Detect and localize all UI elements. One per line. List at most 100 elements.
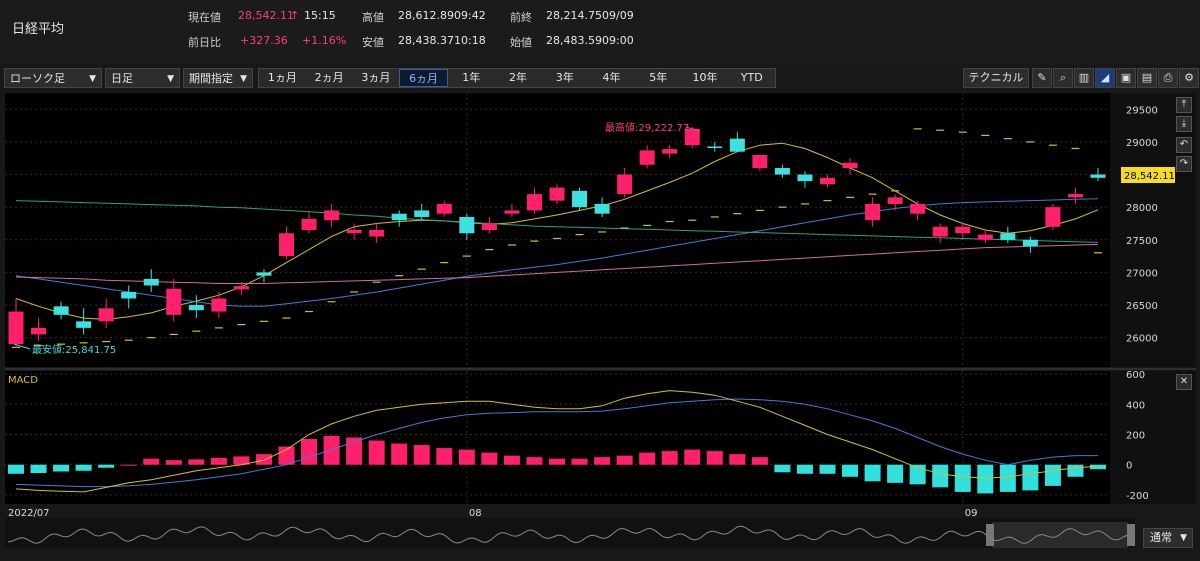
navigator-bar[interactable] bbox=[5, 518, 1135, 548]
current-price-value: 28,542.11 bbox=[238, 9, 294, 22]
candle-body bbox=[414, 210, 430, 217]
period-5y-button[interactable]: 5年 bbox=[649, 71, 668, 84]
chevron-down-icon: ▼ bbox=[89, 74, 96, 84]
period-buttons: 1ヵ月 2ヵ月 3ヵ月 6ヵ月 1年 2年 3年 4年 5年 10年 YTD bbox=[258, 68, 776, 88]
macd-label: MACD bbox=[8, 375, 38, 386]
price-tick-label: 27000 bbox=[1126, 268, 1158, 279]
candle-body bbox=[1022, 239, 1038, 247]
period-2m-button[interactable]: 2ヵ月 bbox=[314, 71, 344, 84]
period-6m-button[interactable]: 6ヵ月 bbox=[399, 69, 448, 87]
print-icon[interactable]: ⎙ bbox=[1158, 68, 1178, 88]
navigator-left-handle[interactable] bbox=[986, 524, 994, 546]
candle-body bbox=[143, 278, 159, 286]
macd-histogram-bar bbox=[210, 457, 227, 465]
period-ytd-button[interactable]: YTD bbox=[740, 71, 763, 84]
candle-body bbox=[729, 138, 745, 152]
open-label: 始値 bbox=[510, 36, 532, 49]
period-1m-button[interactable]: 1ヵ月 bbox=[267, 71, 297, 84]
candle-body bbox=[820, 177, 835, 185]
save-icon[interactable]: ▣ bbox=[1116, 68, 1136, 88]
nav-mode-value: 通常 bbox=[1150, 531, 1172, 544]
chart-type-select[interactable]: ローソク足 ▼ bbox=[4, 68, 102, 88]
price-tick-label: 27500 bbox=[1126, 236, 1158, 247]
time-tick-label: 09 bbox=[965, 508, 978, 519]
up-arrow-icon: ↑ bbox=[290, 9, 300, 22]
macd-histogram-bar bbox=[661, 451, 678, 465]
candle-body bbox=[391, 213, 407, 221]
price-tick-label: 29500 bbox=[1126, 105, 1158, 116]
range-mode-value: 期間指定 bbox=[189, 72, 233, 85]
zoom-in-icon[interactable]: ⤒ bbox=[1176, 97, 1192, 113]
min-annotation-pointer bbox=[13, 343, 31, 350]
period-3y-button[interactable]: 3年 bbox=[555, 71, 574, 84]
macd-histogram-bar bbox=[887, 464, 904, 483]
macd-axis bbox=[1110, 371, 1196, 504]
candle-body bbox=[1000, 233, 1016, 240]
period-2y-button[interactable]: 2年 bbox=[509, 71, 528, 84]
prev-close-value: 28,214.75 bbox=[546, 9, 602, 22]
area-chart-icon[interactable]: ◢ bbox=[1095, 68, 1115, 88]
folder-icon[interactable]: ▤ bbox=[1137, 68, 1157, 88]
period-3m-button[interactable]: 3ヵ月 bbox=[361, 71, 391, 84]
candle-body bbox=[8, 311, 24, 345]
change-value: +327.36 bbox=[240, 34, 288, 47]
macd-histogram-bar bbox=[188, 459, 205, 465]
price-panel bbox=[5, 93, 1110, 367]
low-label: 安値 bbox=[362, 36, 384, 49]
candle-body bbox=[279, 233, 294, 257]
navigator-line bbox=[7, 525, 1131, 544]
navigator-window[interactable] bbox=[992, 522, 1128, 548]
macd-histogram-bar bbox=[413, 445, 430, 465]
high-label: 高値 bbox=[362, 11, 384, 24]
macd-histogram-bar bbox=[143, 458, 160, 465]
change-percent: +1.16% bbox=[302, 34, 347, 47]
macd-histogram-bar bbox=[864, 464, 881, 482]
change-label: 前日比 bbox=[188, 36, 221, 49]
gear-icon[interactable]: ⚙ bbox=[1179, 68, 1199, 88]
pencil-icon[interactable]: ✎ bbox=[1032, 68, 1052, 88]
period-1y-button[interactable]: 1年 bbox=[462, 71, 481, 84]
undo-icon[interactable]: ↶ bbox=[1176, 137, 1192, 153]
interval-select[interactable]: 日足 ▼ bbox=[105, 68, 180, 88]
bar-chart-icon[interactable]: ▥ bbox=[1074, 68, 1094, 88]
macd-histogram-bar bbox=[526, 457, 543, 465]
macd-signal-line bbox=[15, 398, 1098, 488]
candle-body bbox=[752, 154, 768, 169]
macd-histogram-bar bbox=[1090, 464, 1106, 470]
chevron-down-icon: ▼ bbox=[167, 74, 174, 84]
chevron-down-icon: ▼ bbox=[240, 74, 247, 84]
candle-body bbox=[504, 210, 520, 214]
macd-histogram-bar bbox=[458, 449, 475, 465]
nav-mode-select[interactable]: 通常 ▼ bbox=[1143, 528, 1193, 548]
candle-body bbox=[211, 298, 227, 312]
macd-histogram-bar bbox=[999, 464, 1016, 492]
candle-body bbox=[662, 149, 678, 154]
macd-histogram-bar bbox=[684, 449, 701, 465]
technical-button[interactable]: テクニカル bbox=[963, 68, 1029, 88]
period-10y-button[interactable]: 10年 bbox=[692, 71, 718, 84]
candle-body bbox=[617, 174, 633, 195]
time-tick-label: 08 bbox=[469, 508, 482, 519]
zoom-out-icon[interactable]: ⤓ bbox=[1176, 116, 1192, 132]
macd-histogram-bar bbox=[75, 464, 92, 471]
candle-body bbox=[53, 306, 69, 315]
index-name: 日経平均 bbox=[12, 22, 65, 37]
macd-histogram-bar bbox=[368, 440, 385, 465]
macd-histogram-bar bbox=[571, 458, 588, 465]
redo-icon[interactable]: ↷ bbox=[1176, 156, 1192, 172]
macd-histogram-bar bbox=[346, 437, 363, 465]
zoom-icon[interactable]: ⌕ bbox=[1053, 68, 1073, 88]
moving-average-line bbox=[15, 243, 1099, 284]
macd-histogram-bar bbox=[391, 443, 408, 465]
candle-body bbox=[301, 218, 317, 230]
macd-histogram-bar bbox=[1022, 464, 1039, 491]
macd-histogram-bar bbox=[796, 464, 813, 474]
open-time: 09:00 bbox=[602, 34, 634, 47]
macd-histogram-bar bbox=[165, 460, 182, 465]
range-mode-select[interactable]: 期間指定 ▼ bbox=[183, 68, 253, 88]
macd-histogram-bar bbox=[594, 457, 611, 465]
macd-histogram-bar bbox=[639, 452, 656, 465]
period-4y-button[interactable]: 4年 bbox=[602, 71, 621, 84]
close-icon[interactable]: ✕ bbox=[1176, 374, 1192, 390]
navigator-right-handle[interactable] bbox=[1127, 524, 1135, 546]
